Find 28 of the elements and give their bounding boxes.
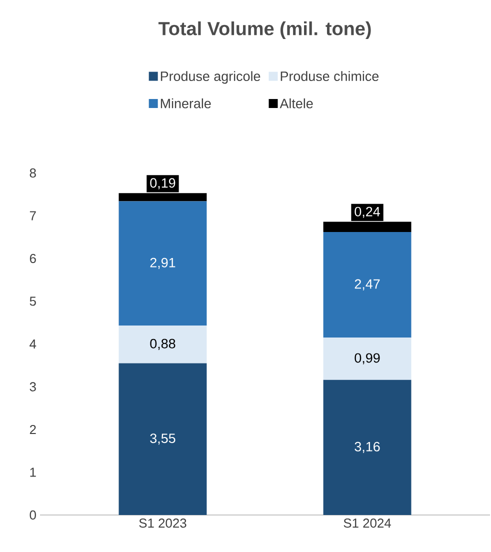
x-tick-label: S1 2023 [139,518,186,528]
data-label: 0,88 [150,338,176,350]
data-label: 3,55 [150,434,176,445]
bar [323,232,412,338]
bar [323,380,412,515]
y-tick-label: 5 [30,296,36,306]
legend-label: Minerale [160,98,211,108]
bar [118,363,207,515]
data-label: 3,16 [354,442,380,454]
y-tick-label: 1 [30,468,36,477]
chart-title: Total Volume (mil. tone) [158,21,371,40]
legend-label: Produse agricole [160,71,260,84]
data-label: 2,47 [354,279,380,290]
data-label: 0,24 [354,206,380,218]
legend-label: Produse chimice [280,71,379,82]
y-tick-label: 2 [30,424,36,434]
data-label: 0,99 [354,353,380,364]
x-tick-label: S1 2024 [344,518,392,528]
y-tick-label: 4 [30,340,36,348]
y-tick-label: 8 [30,168,36,178]
y-tick-label: 0 [30,510,36,520]
bar [118,201,207,326]
y-tick-label: 3 [30,382,36,392]
data-label: 2,91 [150,258,176,269]
data-label: 0,19 [150,178,176,190]
y-tick-label: 7 [30,211,36,220]
legend-label: Altele [280,98,313,108]
y-tick-label: 6 [30,254,36,264]
